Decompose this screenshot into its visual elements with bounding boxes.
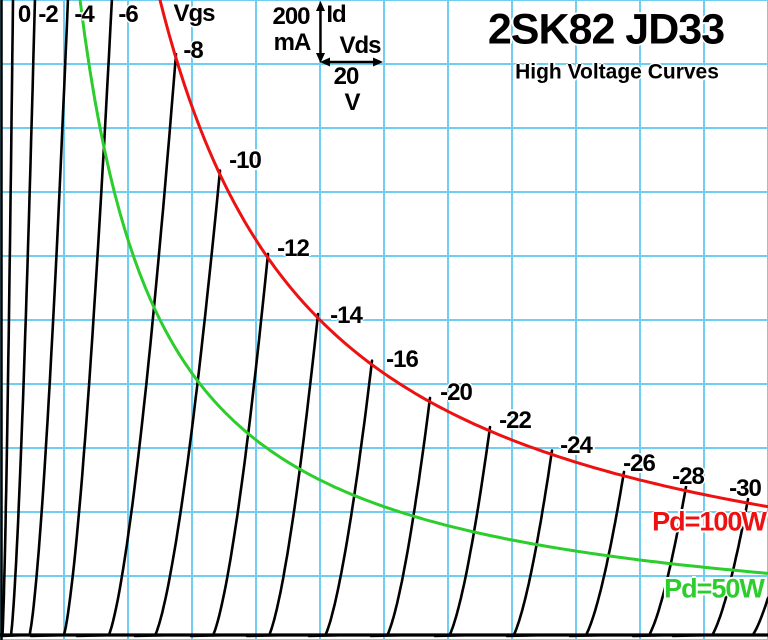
pd-curve-50w	[78, 0, 768, 575]
curve-label--2: -2	[38, 1, 58, 28]
curve-label--8: -8	[183, 37, 203, 64]
pd-100w-label: Pd=100W	[652, 506, 767, 537]
scale-y-value: 200	[272, 3, 310, 30]
vgs-curve--20	[307, 396, 432, 638]
curve-label--14: -14	[330, 302, 363, 329]
vgs-curve--16	[245, 359, 374, 638]
curve-label--22: -22	[499, 407, 532, 434]
curve-label--24: -24	[560, 432, 593, 459]
curve-label--6: -6	[118, 1, 138, 28]
vgs-curve--28	[568, 485, 688, 638]
vgs-curve-0	[0, 0, 15, 638]
arrow-head-right-icon	[373, 57, 383, 67]
vgs-curve--12	[133, 252, 270, 638]
curve-label--4: -4	[74, 1, 94, 28]
vgs-curve--8	[29, 52, 178, 638]
vgs-curve--24	[433, 449, 554, 638]
pd-50w-label: Pd=50W	[664, 573, 765, 604]
pd-curve-100w	[158, 0, 768, 509]
vgs-curve--6	[0, 0, 114, 638]
arrow-head-up-icon	[316, 1, 325, 11]
scale-x-value: 20	[333, 63, 360, 90]
curve-label--12: -12	[277, 235, 310, 262]
curve-label--30: -30	[729, 475, 762, 502]
scale-x-unit: V	[344, 89, 360, 116]
arrow-head-left-icon	[320, 57, 330, 67]
curve-label--20: -20	[440, 379, 473, 406]
vgs-curve--26	[505, 470, 626, 638]
page-title: 2SK82 JD33	[487, 5, 725, 54]
curve-label--10: -10	[229, 147, 262, 174]
vgs-curve--30	[631, 497, 750, 638]
page-subtitle: High Voltage Curves	[515, 60, 719, 84]
scale-y-unit: mA	[273, 29, 312, 56]
scale-y-axis-name: Id	[326, 1, 346, 28]
scale-x-axis-name: Vds	[339, 32, 381, 59]
vgs-curve--2	[0, 0, 37, 638]
curve-label--28: -28	[672, 463, 705, 490]
vgs-curve--22	[369, 425, 492, 638]
gate-voltage-legend: Vgs	[173, 0, 215, 27]
vgs-curve--10	[75, 169, 222, 638]
curve-label--16: -16	[386, 346, 419, 373]
vgs-curve--4	[0, 0, 70, 638]
vgs-curve--14	[189, 312, 320, 638]
curve-label--26: -26	[623, 450, 656, 477]
arrow-head-down-icon	[316, 53, 325, 63]
curve-label-0: 0	[17, 1, 31, 28]
